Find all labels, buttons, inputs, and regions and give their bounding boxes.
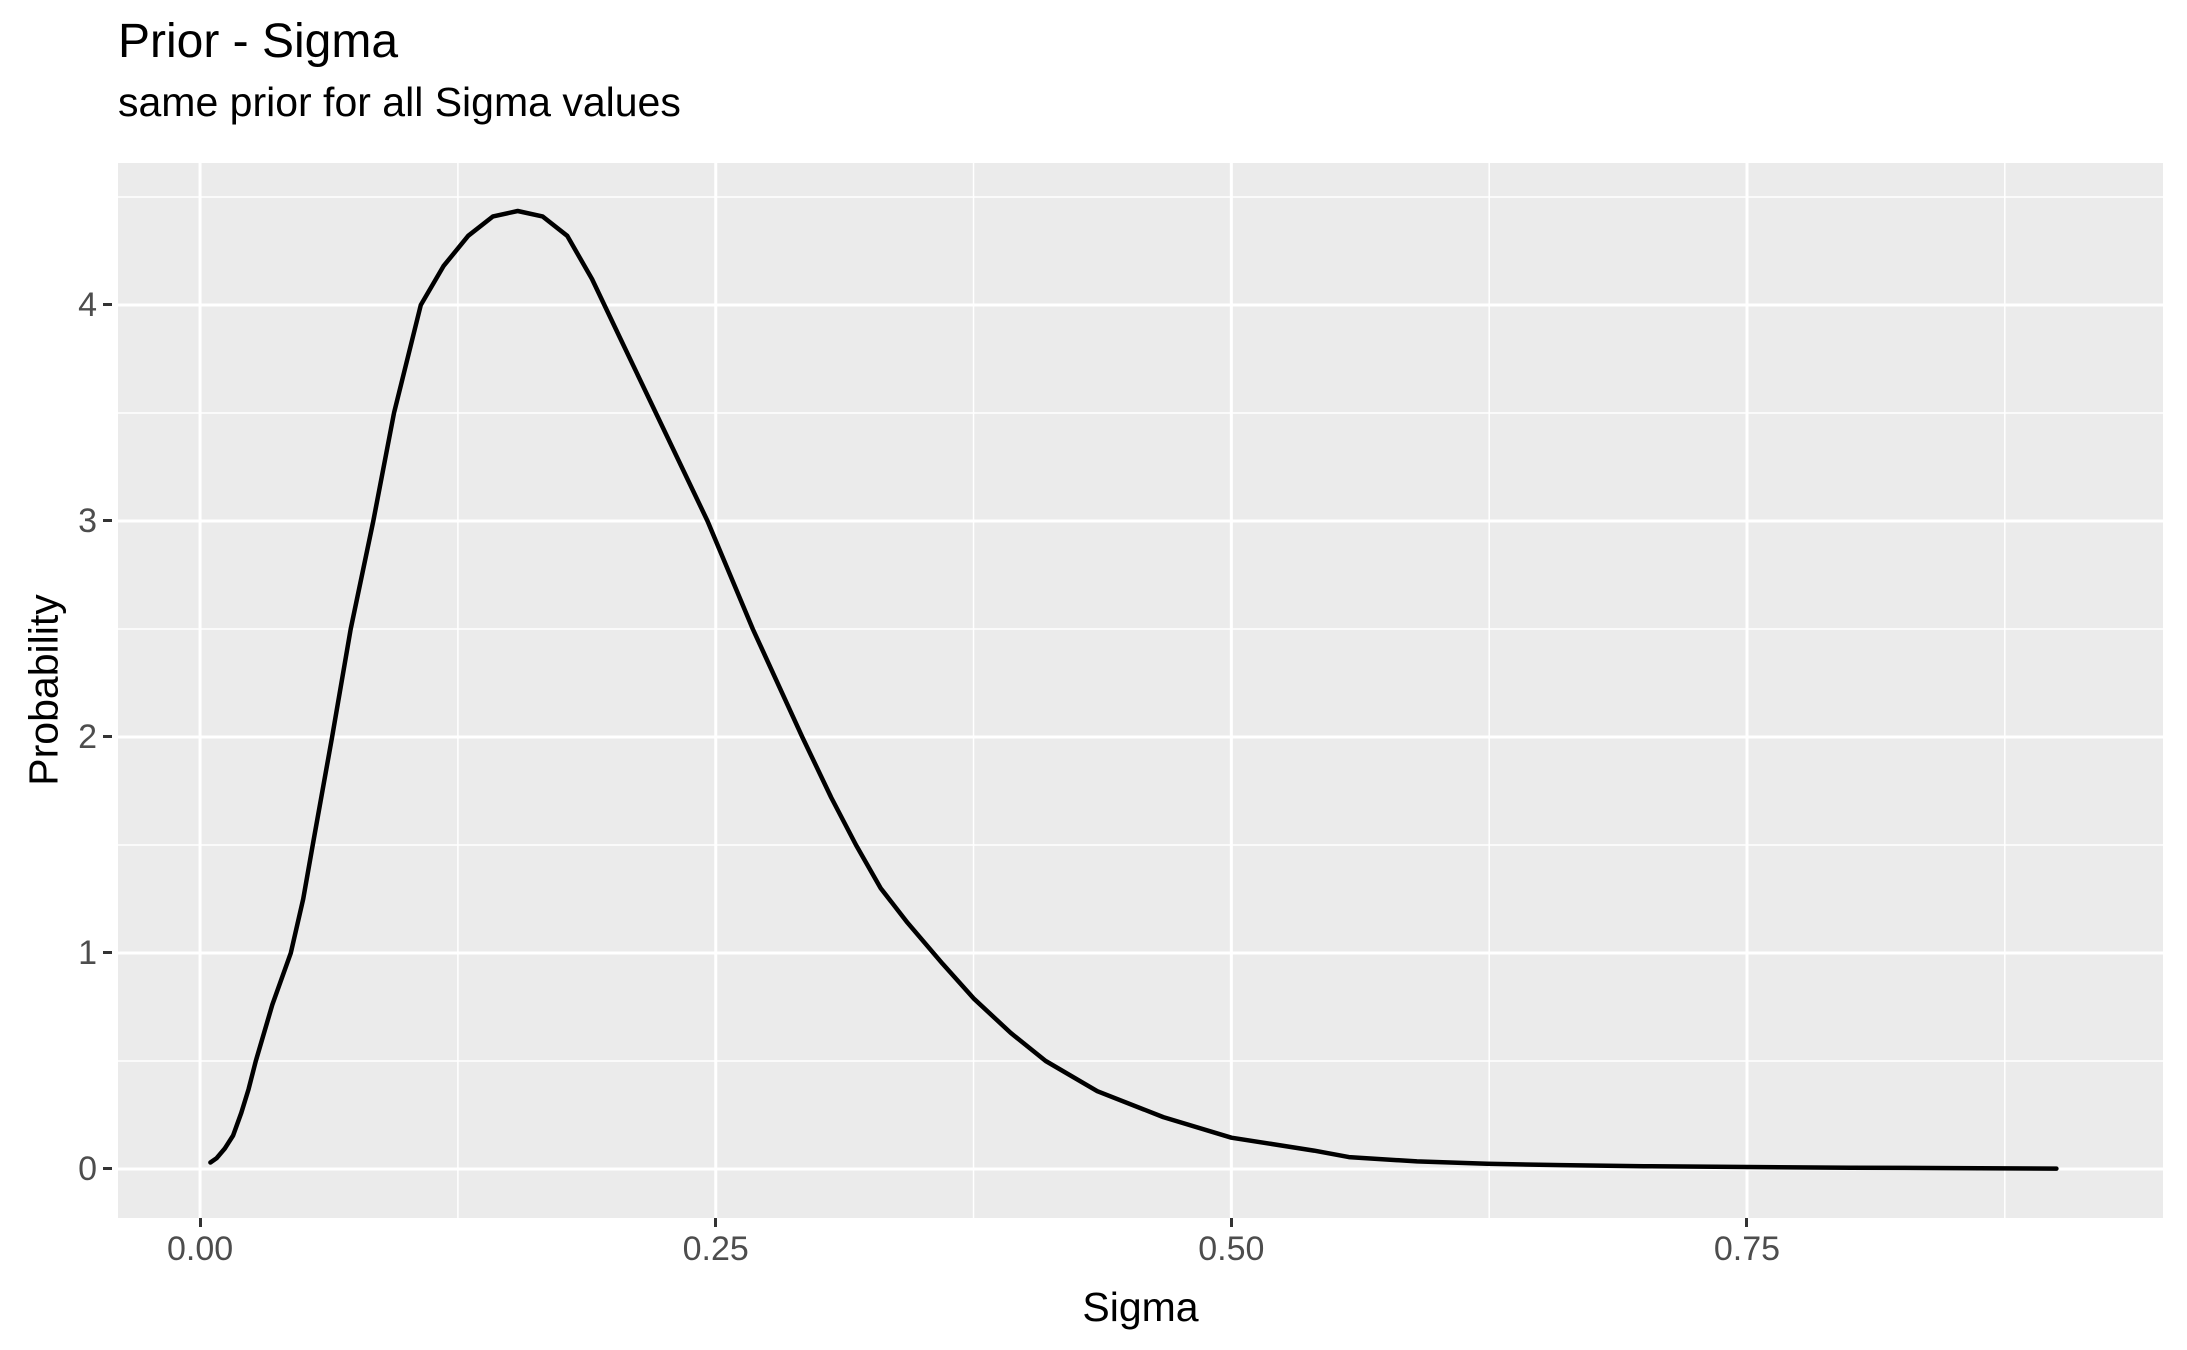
panel-canvas [118, 163, 2163, 1218]
x-tick-label: 0.00 [166, 1230, 234, 1268]
y-tick-mark [103, 735, 112, 739]
y-tick-label: 3 [78, 501, 97, 540]
y-tick-mark [103, 1167, 112, 1171]
x-axis-title: Sigma [1082, 1284, 1199, 1330]
major-gridlines [118, 163, 2163, 1218]
density-curve [208, 208, 2059, 1171]
y-tick-label: 1 [78, 933, 97, 972]
plot-subtitle: same prior for all Sigma values [118, 79, 681, 125]
minor-gridlines [118, 163, 2163, 1218]
x-tick-mark [1745, 1218, 1749, 1227]
y-tick-label: 2 [78, 717, 97, 756]
density-curve-path [208, 208, 2059, 1171]
y-tick-label: 4 [78, 285, 97, 324]
x-tick-mark [198, 1218, 202, 1227]
plot-panel [118, 163, 2163, 1218]
x-tick-label: 0.25 [682, 1230, 749, 1268]
x-tick-mark [714, 1218, 718, 1227]
x-tick-label: 0.75 [1713, 1230, 1781, 1268]
y-axis-title: Probability [20, 594, 67, 786]
y-tick-mark [103, 303, 112, 307]
x-tick-mark [1229, 1218, 1233, 1227]
y-tick-label: 0 [78, 1149, 97, 1188]
y-tick-mark [103, 519, 112, 523]
x-tick-label: 0.50 [1198, 1230, 1265, 1268]
y-tick-mark [103, 951, 112, 955]
plot-title: Prior - Sigma [118, 15, 399, 68]
